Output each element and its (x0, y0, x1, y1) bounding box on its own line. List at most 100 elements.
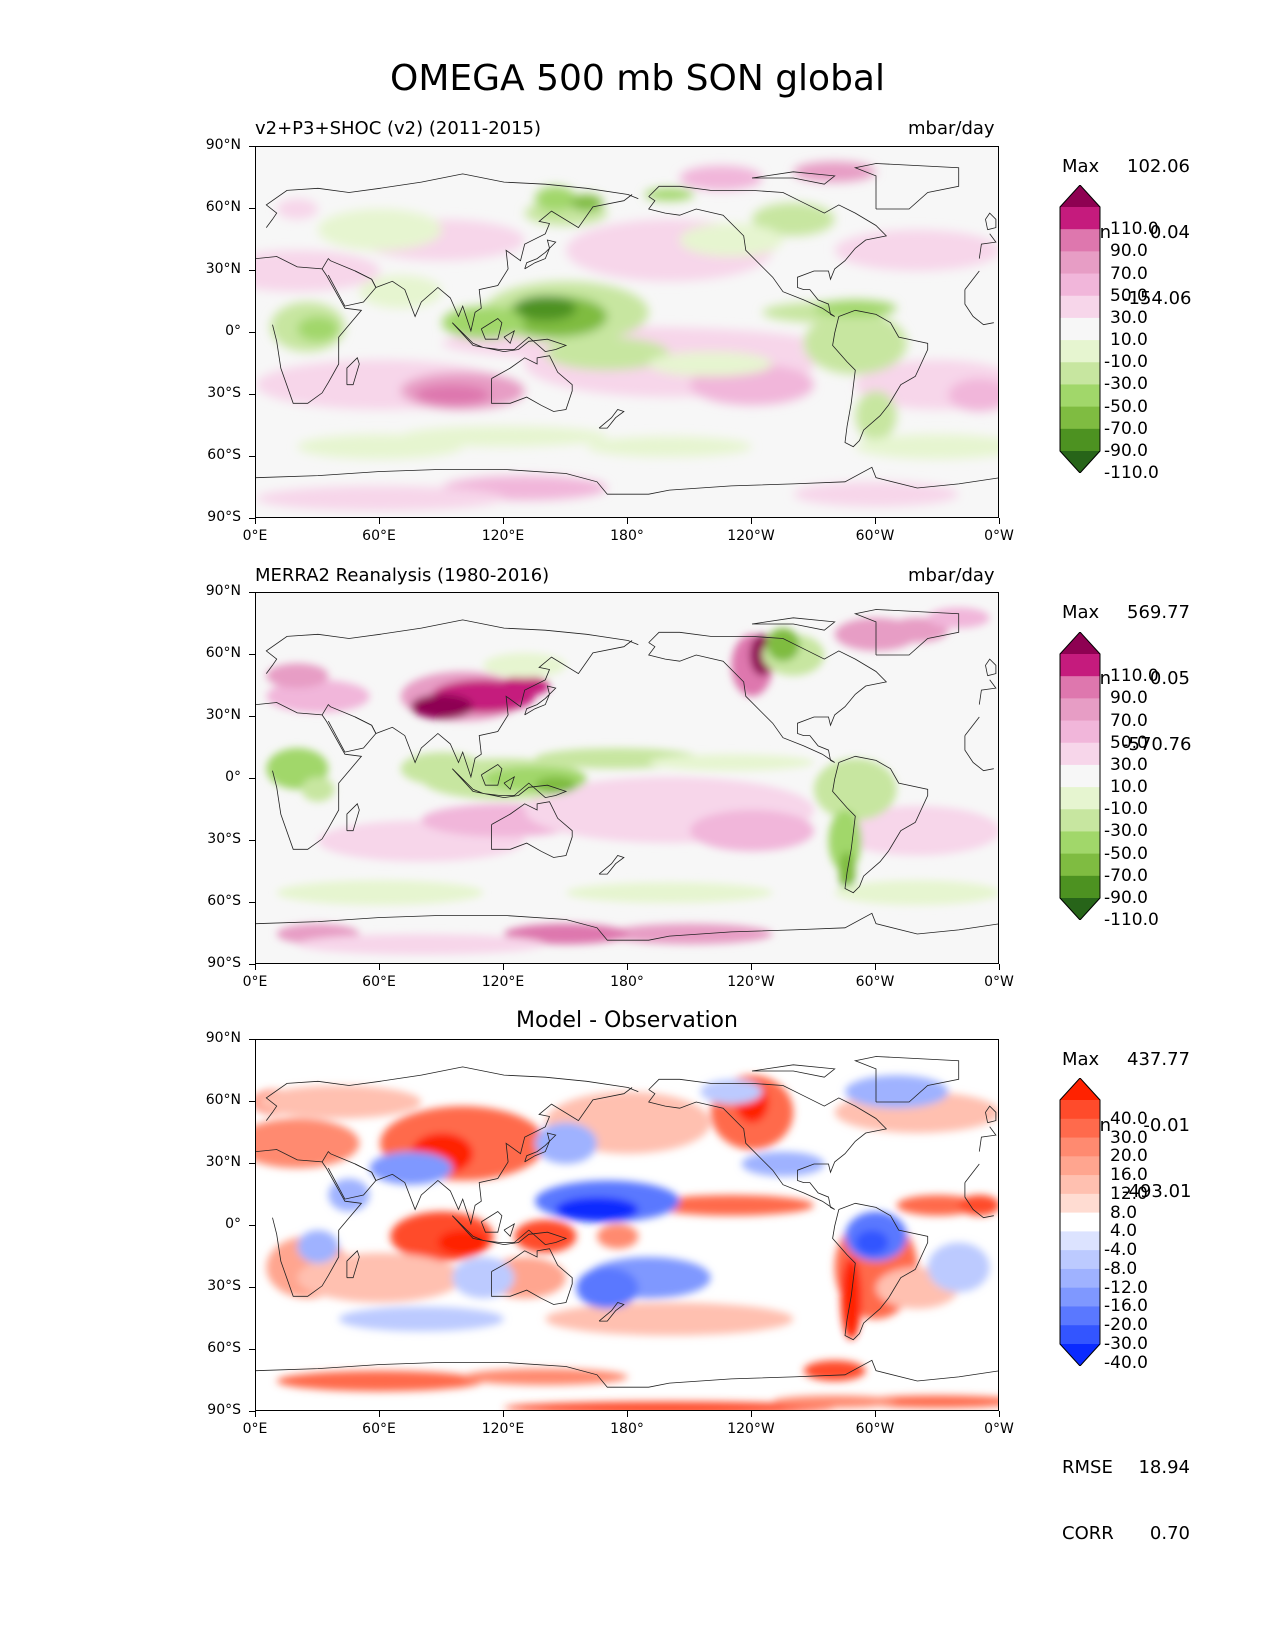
field-contour-patch (437, 1230, 488, 1255)
stat-label: Max (1062, 1049, 1100, 1070)
lon-tick-label: 60°E (362, 528, 396, 544)
lat-tick-label: 90°S (207, 955, 241, 971)
stat-label: Max (1062, 602, 1100, 623)
panel1-units: mbar/day (908, 118, 995, 139)
field-contour-patch (256, 1118, 360, 1169)
coastline (648, 185, 888, 317)
coastline (964, 716, 980, 736)
lat-tick (249, 902, 255, 904)
coastline (256, 912, 998, 941)
lon-tick (751, 964, 753, 970)
field-contour-patch (766, 628, 800, 662)
coastline (853, 163, 960, 210)
colorbar-label: -10.0 (1104, 352, 1148, 373)
colorbar-label: 110.0 (1110, 666, 1159, 687)
coastline (832, 1202, 929, 1341)
colorbar-label: 4.0 (1110, 1221, 1138, 1242)
field-contour-patch (535, 186, 577, 212)
lon-tick (999, 964, 1001, 970)
field-contour-patch (535, 1122, 597, 1164)
lat-tick (249, 778, 255, 780)
colorbar-segment (1060, 1268, 1100, 1289)
lon-tick (999, 518, 1001, 524)
lon-tick-label: 180° (610, 528, 644, 544)
field-contour-patch (597, 1223, 639, 1249)
field-contour-patch (855, 434, 998, 460)
coastline (964, 270, 980, 290)
coastline (452, 322, 568, 353)
field-contour-patch (545, 1302, 794, 1336)
colorbar-segment (1060, 273, 1100, 297)
coastline (598, 1302, 625, 1322)
coastline (648, 631, 888, 763)
coastline (524, 239, 557, 270)
field-contour-patch (644, 188, 695, 201)
lat-tick (249, 1411, 255, 1413)
lat-tick (249, 716, 255, 718)
colorbar-label: 30.0 (1110, 1127, 1148, 1148)
lon-tick (255, 518, 257, 524)
coastline (491, 355, 573, 412)
lon-tick (379, 1411, 381, 1417)
colorbar-segment (1060, 1118, 1100, 1139)
lon-tick-label: 60°W (855, 528, 895, 544)
coastline (256, 1359, 998, 1388)
panel3-skill-stats: RMSE 18.94 CORR 0.70 (1062, 1413, 1190, 1567)
colorbar-segment (1060, 384, 1100, 408)
field-contour-patch (648, 1195, 814, 1216)
colorbar-segment (1060, 1306, 1100, 1326)
colorbar-label: -30.0 (1104, 821, 1148, 842)
lon-tick (627, 518, 629, 524)
field-contour-patch (256, 485, 504, 511)
colorbar-segment (1060, 406, 1100, 430)
coastline (346, 1250, 360, 1279)
coastline (503, 330, 516, 345)
coastline (452, 768, 568, 799)
field-contour-patch (256, 1085, 422, 1119)
coastline (327, 716, 377, 753)
stat-label: RMSE (1062, 1457, 1113, 1478)
colorbar-segment (1060, 720, 1100, 744)
field-contour-patch (834, 229, 998, 271)
stat-max: 569.77 (1127, 602, 1190, 623)
colorbar-label: -90.0 (1104, 441, 1148, 461)
coastline (256, 702, 363, 850)
field-contour-patch (803, 312, 907, 375)
field-contour-patch (297, 1230, 339, 1264)
lon-tick-label: 60°E (362, 1421, 396, 1437)
lon-tick-label: 180° (610, 974, 644, 990)
coastline (491, 801, 573, 858)
colorbar-label: 10.0 (1110, 330, 1148, 351)
field-contour-patch (570, 194, 604, 212)
coastline (751, 171, 836, 185)
coastline (598, 855, 625, 875)
colorbar-segment (1060, 676, 1100, 699)
lon-tick-label: 120°E (481, 974, 525, 990)
lat-tick (249, 1163, 255, 1165)
lon-tick-label: 0°W (984, 1421, 1014, 1437)
lat-tick-label: 60°N (205, 1092, 241, 1108)
panel2-title: MERRA2 Reanalysis (1980-2016) (255, 565, 550, 586)
colorbar-segment (1060, 1137, 1100, 1157)
lat-tick-label: 90°S (207, 1402, 241, 1418)
colorbar-extend-min (1060, 1344, 1100, 1366)
colorbar-label: -4.0 (1104, 1240, 1138, 1261)
lon-tick (627, 964, 629, 970)
coastline (832, 755, 929, 894)
field-contour-patch (297, 1252, 463, 1303)
field-shading (256, 161, 998, 511)
lat-tick-label: 60°S (207, 893, 241, 909)
lon-tick (503, 964, 505, 970)
field-contour-patch (369, 1151, 453, 1185)
field-contour-patch (555, 1197, 639, 1222)
stat-mean: -0.01 (1143, 1115, 1190, 1136)
field-contour-patch (752, 202, 835, 236)
field-contour-patch (276, 1370, 484, 1392)
lon-tick (999, 1411, 1001, 1417)
colorbar-label: 30.0 (1110, 754, 1148, 775)
panel1-colorbar (1059, 185, 1101, 473)
colorbar-label: 8.0 (1110, 1202, 1138, 1223)
lat-tick-label: 60°N (205, 199, 241, 215)
lon-tick-label: 60°W (855, 974, 895, 990)
field-contour-patch (400, 426, 608, 447)
